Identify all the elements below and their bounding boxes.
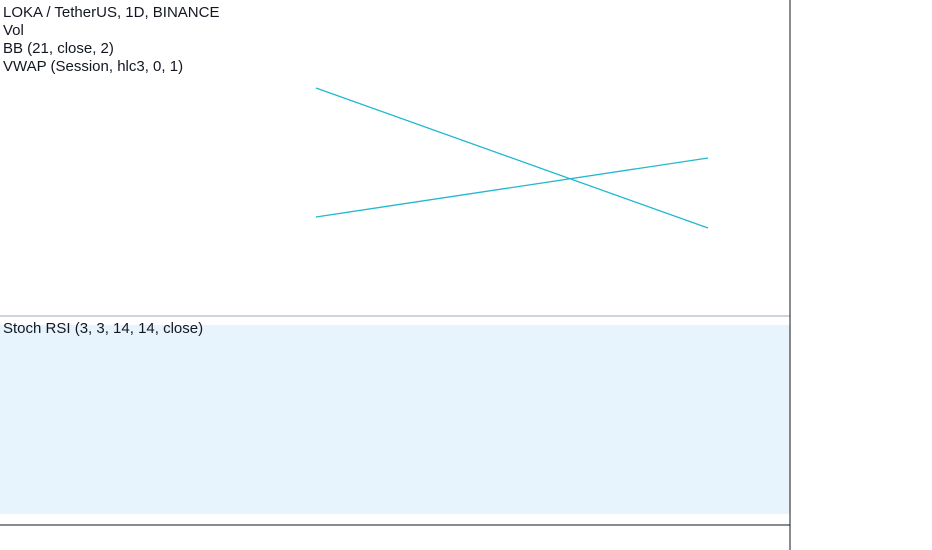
- stoch-title: Stoch RSI (3, 3, 14, 14, close): [3, 320, 203, 337]
- indicator-label: VWAP (Session, hlc3, 0, 1): [3, 58, 183, 75]
- trend-line: [315, 157, 709, 218]
- stoch-band-fill: [0, 324, 790, 514]
- indicator-label: Vol: [3, 22, 24, 39]
- chart-title: LOKA / TetherUS, 1D, BINANCE: [3, 4, 219, 21]
- trend-line: [315, 87, 709, 229]
- indicator-label: BB (21, close, 2): [3, 40, 114, 57]
